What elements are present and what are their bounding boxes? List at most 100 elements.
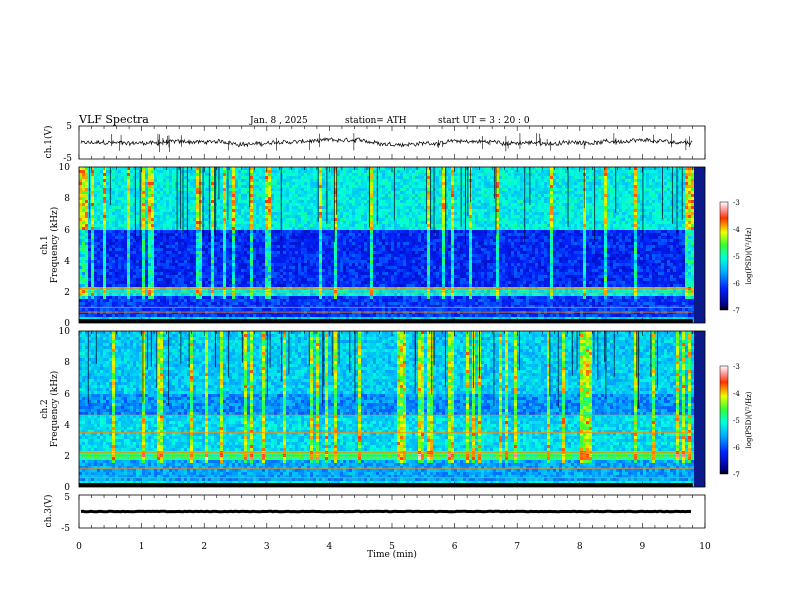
- spectrogram-cell: [121, 185, 124, 188]
- spectrogram-cell: [187, 248, 190, 251]
- spectrogram-cell: [331, 254, 334, 257]
- spectrogram-cell: [199, 275, 202, 278]
- spectrogram-cell: [190, 185, 193, 188]
- spectrogram-cell: [232, 245, 235, 248]
- spectrogram-cell: [79, 266, 82, 269]
- spectrogram-cell: [211, 254, 214, 257]
- spectrogram-cell: [253, 302, 256, 305]
- spectrogram-cell: [184, 239, 187, 242]
- spectrogram-cell: [145, 194, 148, 197]
- spectrogram-cell: [175, 245, 178, 248]
- spectrogram-cell: [220, 236, 223, 239]
- spectrogram-cell: [199, 245, 202, 248]
- spectrogram-cell: [277, 308, 280, 311]
- spectrogram-cell: [340, 254, 343, 257]
- spectrogram-cell: [289, 254, 292, 257]
- spectrogram-cell: [304, 278, 307, 281]
- spectrogram-cell: [223, 284, 226, 287]
- spectrogram-cell: [139, 251, 142, 254]
- spectrogram-cell: [187, 170, 190, 173]
- spectrogram-cell: [262, 188, 265, 191]
- spectrogram-cell: [178, 242, 181, 245]
- spectrogram-cell: [301, 233, 304, 236]
- spectrogram-cell: [145, 230, 148, 233]
- spectrogram-cell: [295, 221, 298, 224]
- spectrogram-cell: [115, 209, 118, 212]
- spectrogram-cell: [130, 284, 133, 287]
- spectrogram-cell: [115, 179, 118, 182]
- spectrogram-cell: [328, 197, 331, 200]
- spectrogram-cell: [103, 296, 106, 299]
- spectrogram-cell: [316, 212, 319, 215]
- spectrogram-cell: [334, 302, 337, 305]
- spectrogram-cell: [94, 185, 97, 188]
- spectrogram-cell: [214, 296, 217, 299]
- spectrogram-cell: [289, 197, 292, 200]
- spectrogram-cell: [181, 248, 184, 251]
- spectrogram-cell: [262, 206, 265, 209]
- spectrogram-cell: [175, 260, 178, 263]
- spectrogram-cell: [133, 227, 136, 230]
- spectrogram-cell: [244, 188, 247, 191]
- spectrogram-cell: [289, 281, 292, 284]
- spectrogram-cell: [121, 239, 124, 242]
- spectrogram-cell: [154, 191, 157, 194]
- spectrogram-cell: [166, 182, 169, 185]
- spectrogram-cell: [346, 293, 349, 296]
- spectrogram-cell: [130, 245, 133, 248]
- spectrogram-cell: [307, 314, 310, 317]
- spectrogram-cell: [328, 305, 331, 308]
- spectrogram-cell: [271, 317, 274, 320]
- spectrogram-cell: [334, 188, 337, 191]
- spectrogram-cell: [304, 293, 307, 296]
- spectrogram-cell: [223, 233, 226, 236]
- spectrogram-cell: [217, 209, 220, 212]
- spectrogram-cell: [337, 185, 340, 188]
- spectrogram-cell: [313, 293, 316, 296]
- spectrogram-cell: [322, 251, 325, 254]
- spectrogram-cell: [205, 293, 208, 296]
- spectrogram-cell: [265, 200, 268, 203]
- spectrogram-cell: [166, 227, 169, 230]
- spectrogram-cell: [283, 272, 286, 275]
- spectrogram-cell: [301, 197, 304, 200]
- spectrogram-cell: [112, 209, 115, 212]
- spectrogram-cell: [172, 272, 175, 275]
- spectrogram-cell: [235, 212, 238, 215]
- spectrogram-cell: [283, 173, 286, 176]
- spectrogram-cell: [244, 278, 247, 281]
- spectrogram-cell: [343, 278, 346, 281]
- spectrogram-cell: [277, 284, 280, 287]
- spectrogram-cell: [304, 218, 307, 221]
- spectrogram-cell: [268, 317, 271, 320]
- spectrogram-cell: [250, 278, 253, 281]
- spectrogram-cell: [265, 278, 268, 281]
- spectrogram-cell: [322, 203, 325, 206]
- spectrogram-cell: [106, 263, 109, 266]
- spectrogram-cell: [262, 302, 265, 305]
- spectrogram-cell: [247, 302, 250, 305]
- spectrogram-cell: [241, 269, 244, 272]
- spectrogram-cell: [169, 308, 172, 311]
- spectrogram-cell: [139, 266, 142, 269]
- spectrogram-cell: [112, 230, 115, 233]
- spectrogram-cell: [136, 245, 139, 248]
- spectrogram-cell: [253, 275, 256, 278]
- spectrogram-cell: [112, 260, 115, 263]
- spectrogram-cell: [229, 248, 232, 251]
- spectrogram-cell: [226, 263, 229, 266]
- spectrogram-cell: [82, 236, 85, 239]
- spectrogram-cell: [229, 176, 232, 179]
- spectrogram-cell: [277, 176, 280, 179]
- spectrogram-cell: [121, 200, 124, 203]
- spectrogram-cell: [172, 188, 175, 191]
- spectrogram-cell: [244, 194, 247, 197]
- spectrogram-cell: [124, 278, 127, 281]
- spectrogram-cell: [232, 269, 235, 272]
- spectrogram-cell: [274, 278, 277, 281]
- spectrogram-cell: [295, 260, 298, 263]
- spectrogram-cell: [313, 245, 316, 248]
- spectrogram-cell: [334, 275, 337, 278]
- spectrogram-cell: [97, 260, 100, 263]
- spectrogram-cell: [259, 293, 262, 296]
